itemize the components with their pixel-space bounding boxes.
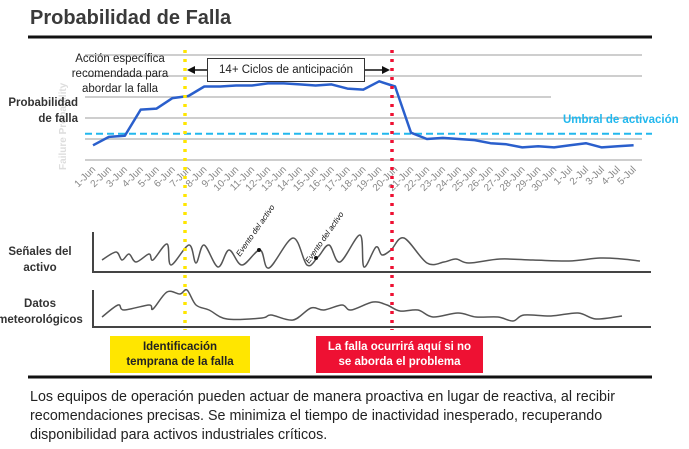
- label-line: Probabilidad: [8, 97, 78, 109]
- signals-label: Señales del activo: [0, 244, 80, 276]
- action-note-line: abordar la falla: [81, 83, 159, 95]
- x-tick-labels: 1-Jun2-Jun3-Jun4-Jun5-Jun6-Jun7-Jun8-Jun…: [73, 164, 639, 193]
- weather-axis: [92, 290, 651, 328]
- box-line: Identificación: [142, 340, 218, 353]
- page-title: Probabilidad de Falla: [30, 7, 232, 29]
- probability-label: Probabilidad de falla: [4, 95, 78, 127]
- label-line: de falla: [38, 113, 78, 125]
- description-paragraph: Los equipos de operación pueden actuar d…: [30, 389, 615, 443]
- weather-data-line: [101, 288, 623, 322]
- label-line: activo: [23, 262, 57, 274]
- action-note-line: recomendada para: [71, 68, 169, 80]
- asset-event-marker: [314, 256, 318, 260]
- action-note-line: Acción específica: [75, 53, 165, 65]
- probability-series-line: [92, 80, 634, 149]
- arrow-left-icon: [187, 66, 195, 74]
- asset-event-label: Evento del activo: [234, 203, 277, 259]
- x-tick-label: 5-Jul: [616, 164, 639, 187]
- signals-axis: [92, 232, 651, 273]
- box-line: temprana de la falla: [126, 355, 234, 368]
- box-line: La falla ocurrirá aquí si no: [327, 340, 472, 353]
- gridlines: [85, 54, 642, 161]
- asset-signals-line: [101, 234, 641, 269]
- anticipation-cycles-box: 14+ Ciclos de anticipación: [207, 58, 365, 82]
- asset-event-marker: [257, 248, 261, 252]
- threshold-label: Umbral de activación: [563, 114, 679, 126]
- box-line: se aborda el problema: [338, 355, 461, 368]
- failure-point-box: La falla ocurrirá aquí si no se aborda el…: [316, 336, 483, 373]
- label-line: Datos: [24, 298, 56, 310]
- label-line: meteorológicos: [0, 314, 83, 326]
- early-identification-box: Identificación temprana de la falla: [110, 336, 250, 373]
- asset-event-label: Evento del activo: [303, 210, 346, 266]
- arrow-right-icon: [382, 66, 390, 74]
- label-line: Señales del: [8, 246, 72, 258]
- faint-axis-label: Failure Probability: [58, 82, 69, 170]
- weather-label: Datos meteorológicos: [0, 296, 84, 328]
- action-note: Acción específica recomendada para abord…: [64, 52, 176, 97]
